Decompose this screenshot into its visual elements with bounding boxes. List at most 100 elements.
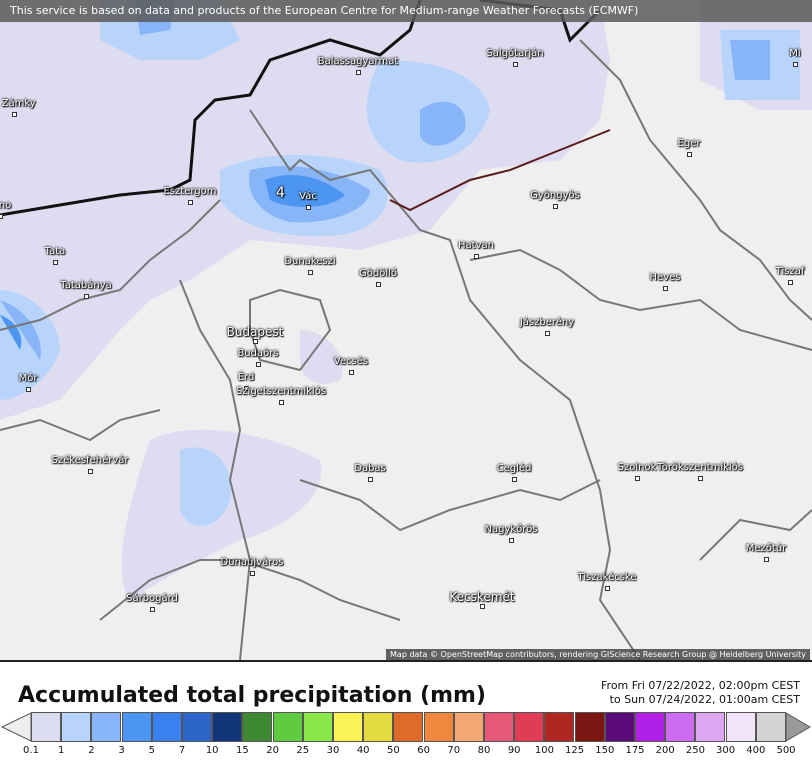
colorbar-swatch <box>91 712 122 742</box>
max-value-label: 4 <box>276 185 285 201</box>
city-label: Kecskemét <box>449 590 515 604</box>
city-label: Törökszentmiklós <box>656 462 744 473</box>
city-marker <box>256 362 261 367</box>
city-marker <box>12 112 17 117</box>
colorbar-swatch <box>212 712 243 742</box>
city-label: Tata <box>44 246 66 257</box>
colorbar-swatch <box>61 712 92 742</box>
city-marker <box>0 214 3 219</box>
city-label: Mór <box>18 373 38 384</box>
city-marker <box>26 387 31 392</box>
colorbar-tick-label: 500 <box>776 745 796 756</box>
city-label: é Zámky <box>0 98 36 109</box>
colorbar-swatch <box>574 712 605 742</box>
city-marker <box>150 607 155 612</box>
city-label: Vecsés <box>333 356 369 367</box>
city-marker <box>698 476 703 481</box>
city-label: Heves <box>649 272 681 283</box>
colorbar-swatch <box>725 712 756 742</box>
city-label: Tatabánya <box>60 280 112 291</box>
city-marker <box>306 205 311 210</box>
colorbar-tick-label: 125 <box>565 745 585 756</box>
period-to: to Sun 07/24/2022, 01:00am CEST <box>609 693 800 706</box>
colorbar-tick-label: 50 <box>387 745 400 756</box>
colorbar-tick-label: 80 <box>477 745 491 756</box>
precipitation-overlay <box>0 0 812 660</box>
colorbar-tick-label: 250 <box>685 745 705 756</box>
colorbar-arrows <box>0 712 811 742</box>
city-marker <box>253 339 258 344</box>
colorbar-tick-label: 175 <box>625 745 645 756</box>
colorbar-swatch <box>151 712 182 742</box>
city-marker <box>250 571 255 576</box>
forecast-period: From Fri 07/22/2022, 02:00pm CEST to Sun… <box>601 679 800 707</box>
city-label: Eger <box>677 138 701 149</box>
city-label: Mezőtúr <box>745 543 787 554</box>
city-label: árno <box>0 200 12 211</box>
colorbar-swatch <box>604 712 635 742</box>
city-label: Sárbogárd <box>126 593 178 604</box>
city-marker <box>687 152 692 157</box>
city-label: Tiszakécske <box>577 572 637 583</box>
city-label: Szigetszentmiklós <box>235 386 327 397</box>
city-label: Gödöllő <box>358 268 398 279</box>
ecmwf-disclaimer-banner: This service is based on data and produc… <box>0 0 812 22</box>
city-marker <box>605 586 610 591</box>
colorbar-tick-label: 10 <box>205 745 219 756</box>
colorbar-tick-label: 0.1 <box>23 745 39 756</box>
city-label: Salgótarján <box>486 48 544 59</box>
colorbar-tick-label: 400 <box>746 745 766 756</box>
city-marker <box>513 62 518 67</box>
colorbar-swatch <box>544 712 575 742</box>
colorbar-swatch <box>242 712 273 742</box>
colorbar-swatch <box>423 712 454 742</box>
city-label: Hatvan <box>458 240 494 251</box>
colorbar-tick-label: 15 <box>236 745 249 756</box>
colorbar-tick-label: 150 <box>595 745 615 756</box>
city-marker <box>88 469 93 474</box>
colorbar-tick-label: 30 <box>326 745 340 756</box>
colorbar-swatch <box>755 712 786 742</box>
city-label: Tiszaf <box>775 266 805 277</box>
colorbar-tick-label: 200 <box>655 745 675 756</box>
city-label: Gyöngyös <box>530 190 580 201</box>
colorbar-swatch <box>363 712 394 742</box>
map-attribution[interactable]: Map data © OpenStreetMap contributors, r… <box>386 649 810 660</box>
city-label: Budapest <box>226 325 284 339</box>
colorbar-tick-label: 60 <box>417 745 430 756</box>
colorbar-swatch <box>484 712 514 742</box>
city-marker <box>553 204 558 209</box>
colorbar-tick-label: 7 <box>178 745 186 756</box>
city-label: Jászberény <box>519 317 575 328</box>
city-marker <box>474 254 479 259</box>
city-label: Dunaújváros <box>220 557 284 568</box>
colorbar-over-arrow <box>785 712 811 742</box>
city-marker <box>376 282 381 287</box>
city-label: Esztergom <box>163 186 217 197</box>
colorbar-tick-label: 100 <box>534 745 554 756</box>
city-marker <box>308 270 313 275</box>
colorbar-swatch <box>453 712 484 742</box>
colorbar-tick-label: 40 <box>356 745 370 756</box>
colorbar-tick-label: 70 <box>447 745 461 756</box>
colorbar-swatch <box>514 712 545 742</box>
colorbar-swatch <box>121 712 152 742</box>
colorbar-swatch <box>333 712 363 742</box>
colorbar-swatch <box>302 712 333 742</box>
colorbar-tick-label: 20 <box>266 745 279 756</box>
city-label: Érd <box>237 372 255 383</box>
period-from: From Fri 07/22/2022, 02:00pm CEST <box>601 679 800 692</box>
city-marker <box>349 370 354 375</box>
city-marker <box>512 477 517 482</box>
precipitation-map[interactable]: This service is based on data and produc… <box>0 0 812 662</box>
city-marker <box>793 62 798 67</box>
colorbar-under-arrow <box>0 712 32 742</box>
city-label: Nagykőrös <box>484 524 538 535</box>
city-marker <box>244 386 249 391</box>
city-label: Mi <box>789 48 801 59</box>
colorbar-tick-label: 5 <box>148 745 155 756</box>
city-label: Cegléd <box>496 463 532 474</box>
colorbar-tick-label: 3 <box>118 745 125 756</box>
colorbar-tick-label: 1 <box>58 745 65 756</box>
colorbar-swatch <box>393 712 424 742</box>
